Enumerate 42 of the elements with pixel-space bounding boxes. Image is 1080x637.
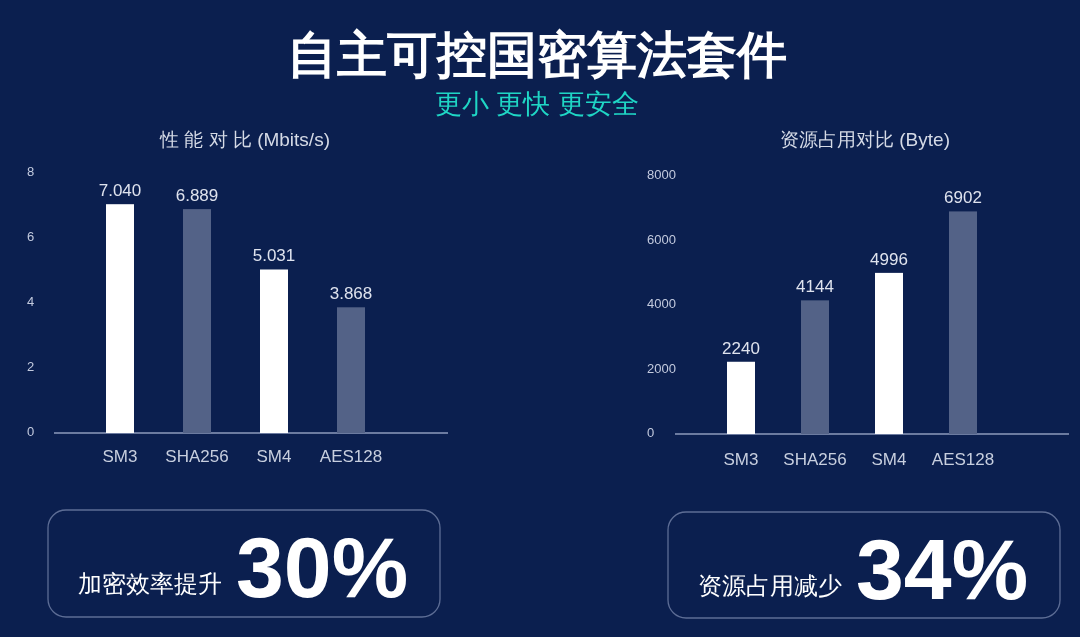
data-label: 6902 (944, 188, 982, 208)
bar (875, 272, 903, 434)
x-tick-label: SM4 (256, 447, 292, 466)
data-label: 5.031 (252, 246, 296, 266)
y-tick-label: 6 (27, 229, 35, 245)
bar (337, 307, 365, 433)
y-tick-label: 0 (27, 424, 35, 440)
x-tick-label: SHA256 (783, 450, 847, 469)
y-tick-label: 8000 (647, 167, 676, 183)
bar (801, 300, 829, 434)
bar (727, 361, 755, 434)
y-tick-label: 6000 (647, 231, 676, 247)
data-label: 7.040 (98, 181, 142, 201)
x-tick-label: AES128 (931, 450, 995, 469)
text: 30% (236, 519, 409, 615)
x-tick-label: AES128 (319, 447, 383, 466)
y-tick-label: 2000 (647, 360, 676, 376)
x-tick-label: SM4 (871, 450, 907, 469)
text: 加密效率提升 (78, 570, 222, 597)
bar (106, 204, 134, 433)
text: 34% (856, 521, 1029, 617)
bar (949, 211, 977, 434)
x-tick-label: SM3 (102, 447, 138, 466)
x-tick-label: SM3 (723, 450, 759, 469)
y-tick-label: 8 (27, 164, 35, 180)
y-tick-label: 2 (27, 359, 35, 375)
bar (260, 269, 288, 433)
data-label: 6.889 (175, 186, 219, 206)
y-tick-label: 4000 (647, 296, 676, 312)
bar (183, 209, 211, 433)
data-label: 4144 (796, 277, 834, 297)
text: 资源占用减少 (698, 572, 842, 599)
x-tick-label: SHA256 (165, 447, 229, 466)
data-label: 3.868 (329, 284, 373, 304)
y-tick-label: 4 (27, 294, 35, 310)
y-tick-label: 0 (647, 425, 655, 441)
text: 自主可控国密算法套件 (287, 27, 787, 83)
chart-title: 资源占用对比 (Byte) (780, 129, 950, 150)
data-label: 2240 (722, 338, 760, 358)
text: 更小 更快 更安全 (434, 89, 640, 119)
data-label: 4996 (870, 249, 908, 269)
chart-title: 性 能 对 比 (Mbits/s) (159, 129, 330, 150)
